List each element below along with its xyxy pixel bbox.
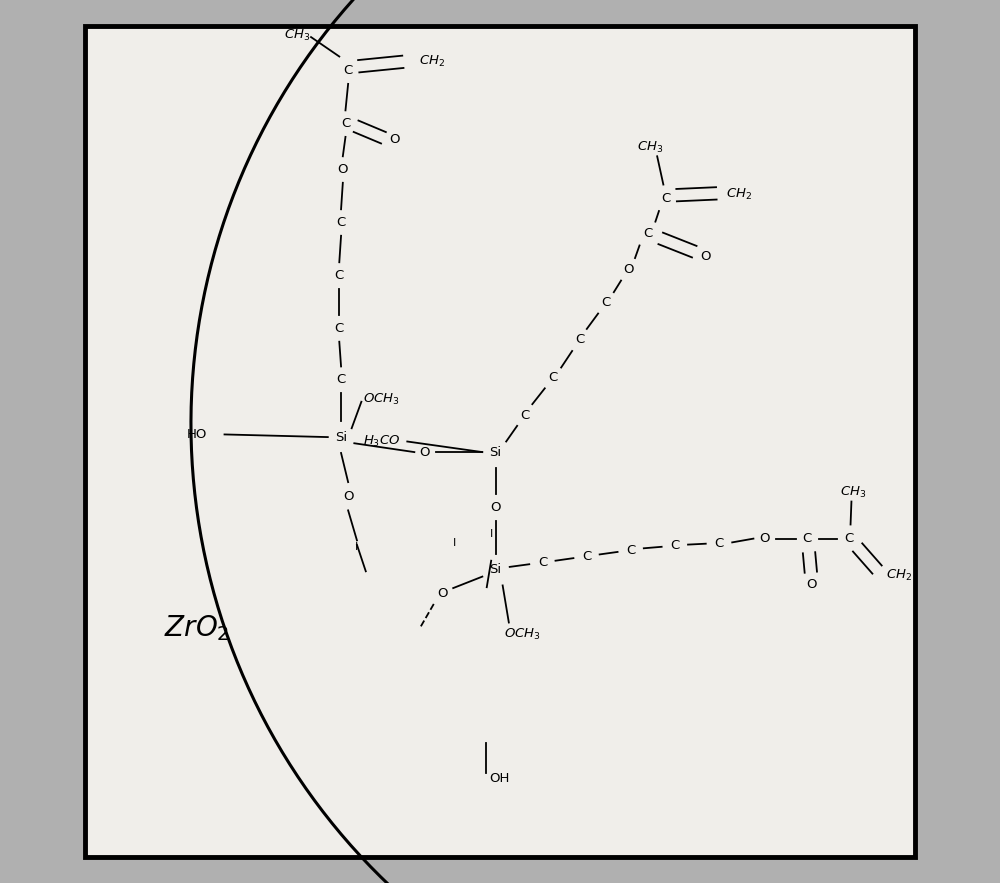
- Text: C: C: [670, 540, 679, 552]
- Text: I: I: [490, 529, 493, 540]
- Text: $OCH_3$: $OCH_3$: [363, 391, 400, 407]
- Text: C: C: [336, 374, 346, 386]
- Text: O: O: [389, 133, 399, 146]
- Text: C: C: [844, 532, 853, 545]
- Text: C: C: [626, 544, 635, 556]
- Text: OH: OH: [489, 773, 510, 785]
- Text: O: O: [437, 587, 448, 600]
- Text: C: C: [803, 532, 812, 545]
- Text: Si: Si: [490, 446, 502, 458]
- Text: C: C: [538, 556, 547, 569]
- Text: C: C: [661, 192, 671, 205]
- Text: O: O: [338, 163, 348, 176]
- Text: C: C: [343, 64, 353, 77]
- FancyBboxPatch shape: [85, 26, 915, 857]
- Text: O: O: [623, 263, 633, 275]
- Text: HO: HO: [187, 428, 207, 441]
- Text: $CH_3$: $CH_3$: [840, 485, 866, 501]
- Text: $OCH_3$: $OCH_3$: [504, 626, 541, 642]
- Text: C: C: [714, 537, 724, 549]
- Text: C: C: [335, 322, 344, 335]
- Text: O: O: [343, 490, 353, 502]
- Text: $CH_2$: $CH_2$: [419, 54, 445, 70]
- Text: $CH_3$: $CH_3$: [284, 27, 310, 43]
- Text: $CH_2$: $CH_2$: [726, 186, 752, 202]
- Text: O: O: [420, 446, 430, 458]
- Text: I: I: [355, 542, 359, 553]
- Text: C: C: [520, 409, 529, 421]
- Text: C: C: [582, 550, 591, 562]
- Text: O: O: [700, 250, 711, 262]
- Text: $\it{ZrO_2}$: $\it{ZrO_2}$: [164, 613, 230, 643]
- Text: O: O: [760, 532, 770, 545]
- Text: C: C: [341, 117, 350, 130]
- Text: C: C: [335, 269, 344, 282]
- Text: C: C: [548, 372, 558, 384]
- Text: C: C: [644, 228, 653, 240]
- Text: O: O: [806, 578, 817, 591]
- Text: Si: Si: [335, 431, 347, 443]
- Text: I: I: [452, 538, 456, 548]
- Text: C: C: [601, 297, 611, 309]
- Text: $CH_2$: $CH_2$: [886, 568, 912, 584]
- Text: $H_3CO$: $H_3CO$: [363, 434, 401, 449]
- Text: C: C: [575, 334, 584, 346]
- Text: C: C: [336, 216, 346, 229]
- Text: $CH_3$: $CH_3$: [637, 140, 663, 155]
- Text: Si: Si: [490, 563, 502, 576]
- Text: O: O: [490, 502, 501, 514]
